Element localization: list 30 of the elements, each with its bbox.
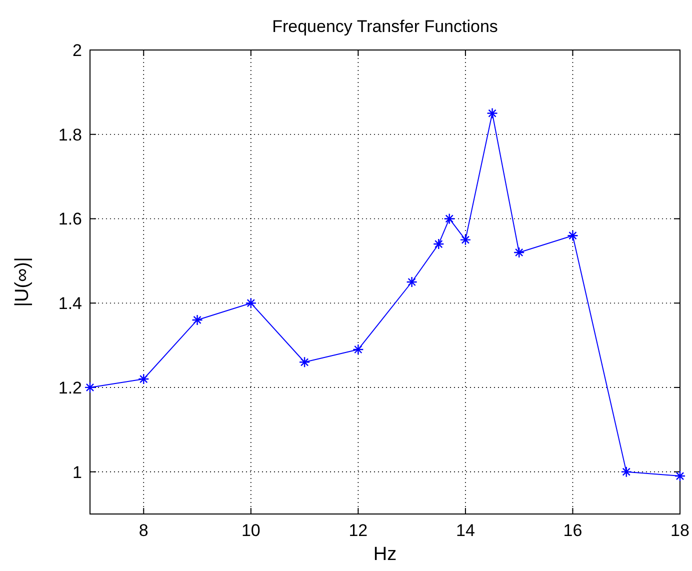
y-tick-label: 1.4 — [58, 294, 82, 314]
chart-title: Frequency Transfer Functions — [272, 17, 498, 36]
y-tick-label: 1.8 — [58, 125, 82, 144]
point — [192, 314, 203, 326]
point — [138, 373, 150, 385]
point — [84, 382, 96, 394]
y-tick-label: 2 — [72, 41, 82, 60]
point — [433, 238, 444, 250]
point — [406, 276, 418, 288]
x-tick-label: 10 — [241, 521, 260, 540]
point — [352, 344, 364, 356]
point — [513, 246, 525, 258]
point — [460, 234, 472, 246]
y-axis-title: |U(∞)| — [12, 257, 33, 307]
point — [567, 230, 578, 242]
point — [245, 297, 257, 309]
y-tick-label: 1.2 — [58, 378, 82, 398]
y-tick-label: 1 — [72, 462, 82, 482]
x-tick-label: 14 — [456, 521, 475, 540]
x-axis-title: Hz — [373, 544, 397, 565]
x-tick-label: 8 — [138, 521, 148, 540]
point — [674, 470, 686, 482]
point — [444, 213, 455, 224]
x-tick-label: 12 — [348, 521, 368, 540]
y-tick-label: 1.6 — [58, 210, 82, 229]
point — [620, 466, 632, 478]
point — [486, 108, 498, 119]
point — [298, 356, 310, 368]
x-tick-label: 16 — [563, 521, 582, 540]
x-tick-label: 18 — [670, 521, 690, 540]
